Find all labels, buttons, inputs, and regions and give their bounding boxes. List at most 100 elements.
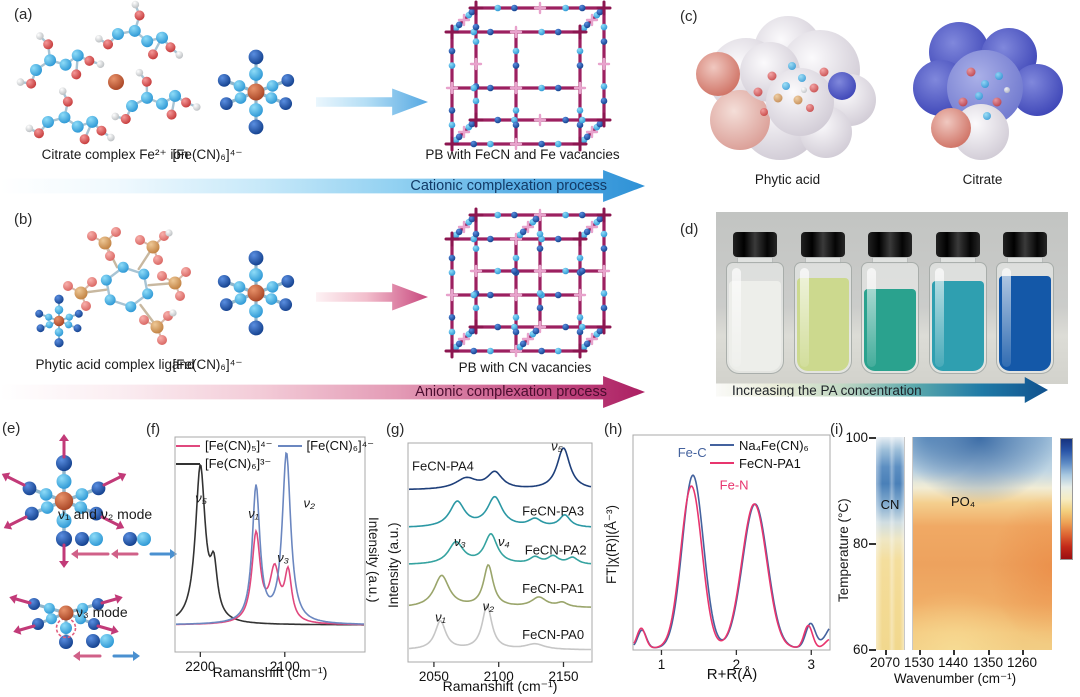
vial-glass (928, 262, 987, 374)
heatmap-cn-band (876, 437, 904, 650)
xlabel-i: Wavenumber (cm⁻¹) (893, 671, 1017, 686)
xlabel-f: Ramanshift (cm⁻¹) (212, 664, 328, 680)
xtick-1350: 1350 (972, 655, 1004, 670)
series-FeCN-PA1 (633, 485, 830, 649)
raman-chart-fecn-pa: 2050 2100 2150 FeCN-PA4 ν₅ FeCN-PA3 ν₃ ν₄ FeCN-P… (407, 439, 593, 684)
v3-mode-structure (9, 594, 123, 649)
vial-4 (928, 232, 987, 376)
mode-label-v1-v2: ν₁ and ν₂ mode (58, 506, 153, 522)
panel-c-tag: (c) (680, 8, 698, 25)
legend-swatch-fecn-pa1 (710, 461, 734, 465)
chart-text: 2050 (419, 669, 449, 684)
panel-g-tag: (g) (386, 421, 405, 438)
panel-b-tag: (b) (14, 211, 33, 228)
series-[Fe(CN)₆]³⁻ (175, 463, 364, 626)
chart-text: ν₁ (248, 506, 259, 521)
caption-pb-fe-vacancies: PB with FeCN and Fe vacancies (425, 147, 620, 162)
anionic-process-label: Anionic complexation process (415, 384, 607, 400)
vial-2 (793, 232, 852, 376)
chart-text: 3 (808, 657, 816, 672)
ytick-mark (869, 649, 876, 651)
panel-h-tag: (h) (604, 421, 623, 438)
vial-shine (1002, 268, 1011, 367)
vial-glass (793, 262, 852, 374)
vial-shine (867, 268, 876, 367)
vial-photo (716, 212, 1068, 384)
legend-swatch-fecn6-3 (176, 462, 200, 466)
pa-concentration-label: Increasing the PA concentration (732, 382, 922, 398)
esp-surface-phytic-acid (696, 16, 876, 160)
vial-cap (868, 232, 912, 257)
chart-text: FeCN-PA2 (525, 543, 587, 558)
panel-e-tag: (e) (2, 420, 21, 437)
legend-label-na4fecn6: Na₄Fe(CN)₆ (739, 437, 809, 453)
panel-a-tag: (a) (14, 6, 33, 23)
chart-text: FeCN-PA4 (412, 458, 474, 473)
vial-cap (733, 232, 777, 257)
xtick-mark (988, 650, 990, 655)
chart-text: ν₄ (498, 534, 510, 549)
vial-glass (726, 262, 784, 374)
vial-3 (861, 232, 919, 376)
caption-pb-cn-vacancies: PB with CN vacancies (458, 360, 592, 375)
region-label-cn: CN (880, 497, 900, 512)
panel-e-graphics (1, 434, 177, 661)
chart-text: 2100 (270, 659, 300, 674)
series-[Fe(CN)₅]⁴⁻ (176, 528, 364, 626)
legend-label-fecn6-3: [Fe(CN)₆]³⁻ (205, 456, 272, 471)
xtick-mark (885, 650, 887, 655)
series-FeCN-PA1 (408, 563, 592, 608)
chart-text: 2150 (548, 669, 578, 684)
hexacyanoferrate-molecule-b (216, 249, 296, 337)
colorbar (1060, 438, 1073, 560)
series-[Fe(CN)₆]⁴⁻ (176, 451, 364, 625)
panel-f-tag: (f) (146, 421, 161, 438)
legend-f: [Fe(CN)₅]⁴⁻ [Fe(CN)₆]⁴⁻ [Fe(CN)₆]³⁻ (176, 437, 374, 473)
caption-hexacyanoferrate-a: [Fe(CN)₆]⁴⁻ (172, 147, 243, 162)
cationic-process-label: Cationic complexation process (410, 178, 607, 194)
chart-text: ν₂ (483, 599, 495, 614)
chart-text: ν₃ (277, 550, 289, 565)
chart-text: ν₅ (195, 491, 208, 506)
vial-cap (800, 232, 845, 257)
panel-b-graphics (34, 207, 612, 359)
heatmap-axis-break (904, 437, 913, 650)
legend-swatch-na4fecn6 (710, 443, 734, 447)
phytic-acid-complex-molecule (34, 227, 191, 349)
ylabel-h: FT|χ(R)|(Å⁻³) (604, 505, 619, 585)
legend-label-fecn6-4: [Fe(CN)₆]⁴⁻ (306, 438, 375, 453)
series-FeCN-PA3 (409, 495, 592, 528)
xtick-1530: 1530 (903, 655, 935, 670)
caption-phytic-acid: Phytic acid (754, 172, 821, 187)
caption-citrate: Citrate (962, 172, 1003, 187)
legend-h: Na₄Fe(CN)₆ FeCN-PA1 (710, 436, 809, 472)
vial-shine (934, 268, 944, 367)
vial-glass (996, 262, 1054, 374)
ylabel-i: Temperature (°C) (836, 498, 851, 602)
xtick-mark (953, 650, 955, 655)
chart-text: ν₅ (551, 439, 564, 454)
xtick-mark (1022, 650, 1024, 655)
ytick-80: 80 (852, 536, 868, 551)
raman-chart-free-species: 2200 2100 ν₅ ν₁ ν₂ ν₃ (174, 436, 366, 674)
vial-shine (732, 268, 741, 367)
legend-label-fecn5: [Fe(CN)₅]⁴⁻ (205, 438, 273, 453)
region-label-po4: PO₄ (950, 494, 976, 509)
xtick-1260: 1260 (1006, 655, 1038, 670)
chart-text: Fe-N (720, 478, 749, 493)
hexacyanoferrate-molecule (216, 48, 296, 136)
caption-citrate-complex: Citrate complex Fe²⁺ ion (41, 147, 189, 162)
chart-text: Fe-C (678, 445, 707, 460)
panel-i-tag: (i) (830, 421, 844, 438)
vial-cap (935, 232, 980, 257)
series-FeCN-PA4 (408, 447, 592, 491)
panel-a-graphics (16, 0, 612, 152)
chart-text: 2 (733, 657, 741, 672)
xtick-1440: 1440 (937, 655, 969, 670)
chart-text: ν₁ (435, 609, 446, 624)
ytick-100: 100 (845, 430, 868, 445)
caption-hexacyanoferrate-b: [Fe(CN)₆]⁴⁻ (172, 357, 243, 372)
vial-shine (799, 268, 809, 367)
chart-text: ν₃ (454, 534, 466, 549)
